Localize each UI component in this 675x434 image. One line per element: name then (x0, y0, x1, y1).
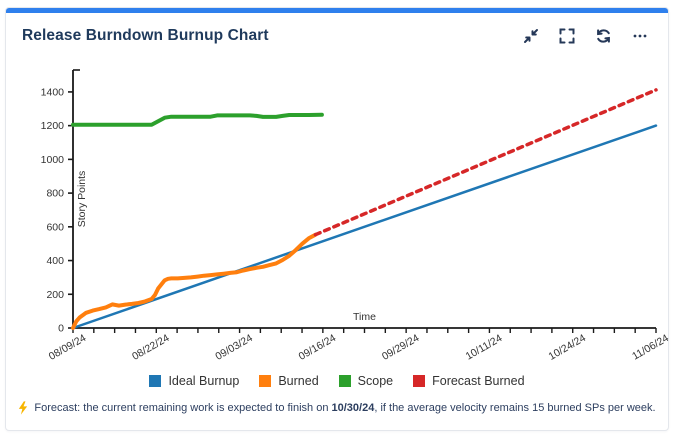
card-accent-bar (6, 8, 668, 13)
fullscreen-icon (559, 28, 575, 44)
legend-swatch (413, 375, 426, 387)
x-tick-label: 08/22/24 (130, 332, 172, 363)
burnup-chart: 0 200 400 600 800 1000 1200 1400 08/09/24 08/22/2… (41, 69, 670, 363)
series-forecast-burned (313, 88, 658, 237)
x-tick-label: 11/06/24 (630, 332, 670, 363)
chart-legend: Ideal Burnup Burned Scope Forecast Burned (6, 372, 668, 390)
collapse-button[interactable] (521, 26, 541, 46)
axes (72, 70, 656, 329)
y-tick-label: 200 (46, 289, 64, 301)
more-options-button[interactable] (630, 26, 650, 46)
legend-item-ideal-burnup[interactable]: Ideal Burnup (149, 374, 239, 388)
forecast-text-before: Forecast: the current remaining work is … (34, 402, 332, 414)
legend-label: Burned (278, 374, 319, 388)
y-tick-label: 800 (46, 188, 64, 200)
x-tick-label: 09/16/24 (297, 332, 339, 363)
legend-item-scope[interactable]: Scope (338, 374, 394, 388)
legend-label: Forecast Burned (432, 374, 525, 388)
y-axis-label: Story Points (76, 171, 88, 228)
forecast-text-after: , if the average velocity remains 15 bur… (374, 402, 656, 414)
ellipsis-icon (632, 28, 648, 44)
y-tick-label: 1000 (41, 154, 65, 166)
page-title: Release Burndown Burnup Chart (22, 27, 269, 44)
forecast-date: 10/30/24 (331, 402, 375, 414)
refresh-icon (595, 28, 612, 44)
forecast-note: Forecast: the current remaining work is … (6, 401, 668, 415)
x-tick-label: 10/24/24 (547, 332, 589, 363)
y-tick-label: 0 (58, 323, 64, 335)
series-scope (71, 112, 324, 127)
x-tick-label: 09/29/24 (380, 332, 422, 363)
x-tick-label: 08/09/24 (47, 332, 89, 363)
series-burned (71, 232, 318, 330)
series-ideal-burnup (71, 124, 658, 330)
widget-header: Release Burndown Burnup Chart (6, 13, 668, 48)
x-tick-label: 09/03/24 (213, 332, 255, 363)
legend-item-forecast-burned[interactable]: Forecast Burned (413, 374, 525, 388)
legend-swatch (259, 375, 272, 387)
legend-label: Scope (357, 374, 394, 388)
y-tick-label: 1200 (41, 120, 65, 132)
compress-icon (523, 28, 539, 44)
y-tick-label: 600 (46, 221, 64, 233)
legend-label: Ideal Burnup (168, 374, 240, 388)
x-axis-label: Time (353, 311, 376, 323)
y-tick-label: 1400 (41, 86, 65, 98)
forecast-text: Forecast: the current remaining work is … (34, 402, 655, 414)
x-tick-label: 10/11/24 (464, 332, 505, 363)
chart-widget-card: Release Burndown Burnup Chart (5, 7, 670, 431)
lightning-icon (19, 401, 28, 415)
legend-swatch (338, 375, 351, 387)
fullscreen-button[interactable] (557, 26, 577, 46)
refresh-button[interactable] (593, 26, 614, 46)
legend-swatch (149, 375, 162, 387)
header-actions (521, 26, 650, 46)
legend-item-burned[interactable]: Burned (259, 374, 319, 388)
y-tick-label: 400 (46, 255, 64, 267)
